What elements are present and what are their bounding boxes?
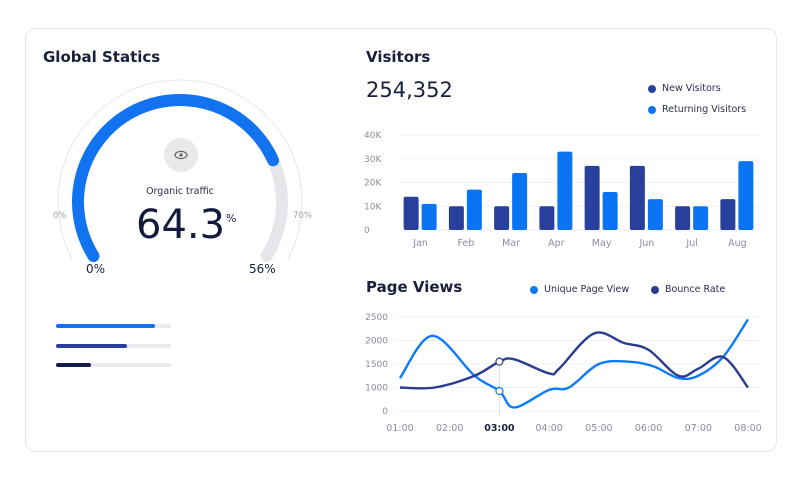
x-tick-label: May xyxy=(592,238,612,249)
bar-new-visitors xyxy=(629,165,645,230)
y-tick-label: 30K xyxy=(364,155,382,165)
y-tick-label: 0 xyxy=(382,407,388,417)
bar-new-visitors xyxy=(494,206,510,230)
gauge-unit: % xyxy=(226,212,237,225)
bar-new-visitors xyxy=(720,199,736,230)
line-unique-page-view xyxy=(399,318,750,409)
bar-new-visitors xyxy=(584,165,600,230)
y-tick-label: 20K xyxy=(364,179,382,189)
legend-bounce-rate[interactable]: Bounce Rate xyxy=(651,284,725,295)
bar-returning-visitors xyxy=(693,206,709,230)
gauge-label: Organic traffic xyxy=(146,186,214,197)
x-tick-label: Jun xyxy=(638,238,654,249)
x-tick-label: 08:00 xyxy=(734,423,761,434)
x-tick-label: 06:00 xyxy=(635,423,662,434)
y-tick-label: 40K xyxy=(364,131,382,141)
bar-new-visitors xyxy=(403,196,419,230)
x-tick-label: Aug xyxy=(728,238,747,249)
bar-returning-visitors xyxy=(466,189,482,230)
progress-fill xyxy=(56,344,128,348)
x-tick-label: 03:00 xyxy=(484,423,515,434)
legend-label: Returning Visitors xyxy=(662,104,747,115)
y-tick-label: 10K xyxy=(364,202,382,212)
highlight-point xyxy=(495,386,504,396)
progress-fill xyxy=(56,363,91,367)
visitors-total: 254,352 xyxy=(366,78,453,102)
bar-returning-visitors xyxy=(512,173,528,230)
visitors-title: Visitors xyxy=(366,48,431,66)
bar-new-visitors xyxy=(539,206,555,230)
gauge-outer-min: 0% xyxy=(53,211,67,221)
global-statics-title: Global Statics xyxy=(43,48,161,66)
gauge-inner-max: 56% xyxy=(249,262,276,276)
y-tick-label: 2500 xyxy=(365,313,388,323)
x-tick-label: Apr xyxy=(548,238,565,249)
bar-returning-visitors xyxy=(647,199,663,230)
x-tick-label: Feb xyxy=(457,238,474,249)
x-tick-label: Mar xyxy=(502,238,520,249)
x-tick-label: 07:00 xyxy=(685,423,712,434)
gauge-fill xyxy=(72,94,280,263)
page-views-title: Page Views xyxy=(366,278,463,296)
line-bounce-rate xyxy=(399,331,749,390)
progress-fill xyxy=(56,324,155,328)
eye-icon xyxy=(164,138,198,172)
y-tick-label: 0 xyxy=(364,226,370,236)
x-tick-label: 05:00 xyxy=(585,423,612,434)
x-tick-label: 04:00 xyxy=(535,423,562,434)
legend-new-visitors[interactable]: New Visitors xyxy=(648,83,721,94)
legend-label: New Visitors xyxy=(662,83,721,94)
gauge-value: 64.3 xyxy=(136,202,226,248)
bar-returning-visitors xyxy=(602,192,618,230)
y-tick-label: 1500 xyxy=(365,360,388,370)
y-tick-label: 1000 xyxy=(365,384,388,394)
legend-label: Bounce Rate xyxy=(665,284,726,295)
progress-bar-1 xyxy=(56,324,171,328)
x-tick-label: Jan xyxy=(412,238,428,249)
x-tick-label: Jul xyxy=(685,238,697,249)
bar-returning-visitors xyxy=(557,151,573,230)
progress-bar-3 xyxy=(56,363,171,367)
x-tick-label: 01:00 xyxy=(386,423,413,434)
progress-bar-2 xyxy=(56,344,171,348)
bar-new-visitors xyxy=(448,206,464,230)
visitors-bar-chart: 0 10K 20K 30K 40K Jan Feb Mar Apr May Jun Jul Aug xyxy=(364,131,760,249)
legend-unique-page-view[interactable]: Unique Page View xyxy=(530,284,629,295)
page-views-line-chart: 0 1000 1500 2000 2500 01:00 02:00 03:00 04:00 05:… xyxy=(365,313,762,434)
legend-label: Unique Page View xyxy=(544,284,630,295)
bar-returning-visitors xyxy=(738,161,754,230)
bar-new-visitors xyxy=(675,206,691,230)
y-tick-label: 2000 xyxy=(365,337,388,347)
bar-returning-visitors xyxy=(421,203,437,230)
highlight-point xyxy=(495,357,504,366)
gauge-outer-arc xyxy=(57,79,303,260)
gauge-outer-max: 70% xyxy=(293,211,312,221)
gauge-inner-min: 0% xyxy=(86,262,106,276)
legend-returning-visitors[interactable]: Returning Visitors xyxy=(648,104,746,115)
x-tick-label: 02:00 xyxy=(436,423,463,434)
organic-traffic-gauge xyxy=(57,79,303,263)
